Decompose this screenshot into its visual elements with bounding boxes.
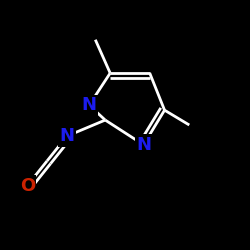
Text: N: N	[82, 96, 97, 114]
Text: O: O	[20, 176, 35, 194]
Text: N: N	[60, 127, 74, 145]
Text: N: N	[136, 136, 151, 154]
